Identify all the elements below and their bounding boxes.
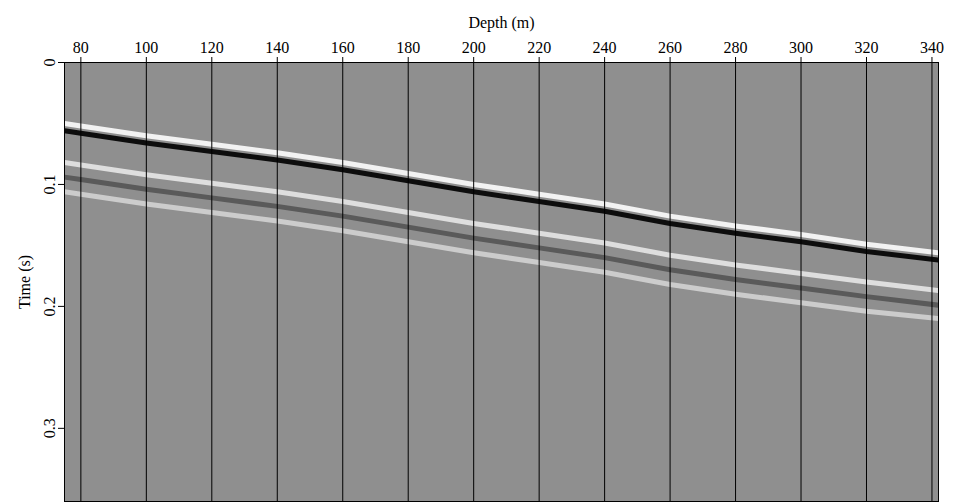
svg-text:200: 200 [462, 39, 486, 56]
svg-text:180: 180 [396, 39, 420, 56]
svg-text:0: 0 [41, 59, 58, 67]
svg-text:240: 240 [593, 39, 617, 56]
svg-text:220: 220 [527, 39, 551, 56]
svg-text:120: 120 [200, 39, 224, 56]
svg-text:0.3: 0.3 [41, 418, 58, 438]
svg-text:160: 160 [331, 39, 355, 56]
svg-text:140: 140 [265, 39, 289, 56]
svg-text:320: 320 [854, 39, 878, 56]
svg-text:Depth (m): Depth (m) [468, 14, 534, 32]
svg-text:Time (s): Time (s) [16, 255, 34, 309]
svg-text:100: 100 [134, 39, 158, 56]
svg-text:260: 260 [658, 39, 682, 56]
svg-text:300: 300 [789, 39, 813, 56]
svg-text:80: 80 [73, 39, 89, 56]
svg-text:340: 340 [920, 39, 944, 56]
svg-text:0.2: 0.2 [41, 296, 58, 316]
svg-text:0.1: 0.1 [41, 174, 58, 194]
svg-text:280: 280 [724, 39, 748, 56]
